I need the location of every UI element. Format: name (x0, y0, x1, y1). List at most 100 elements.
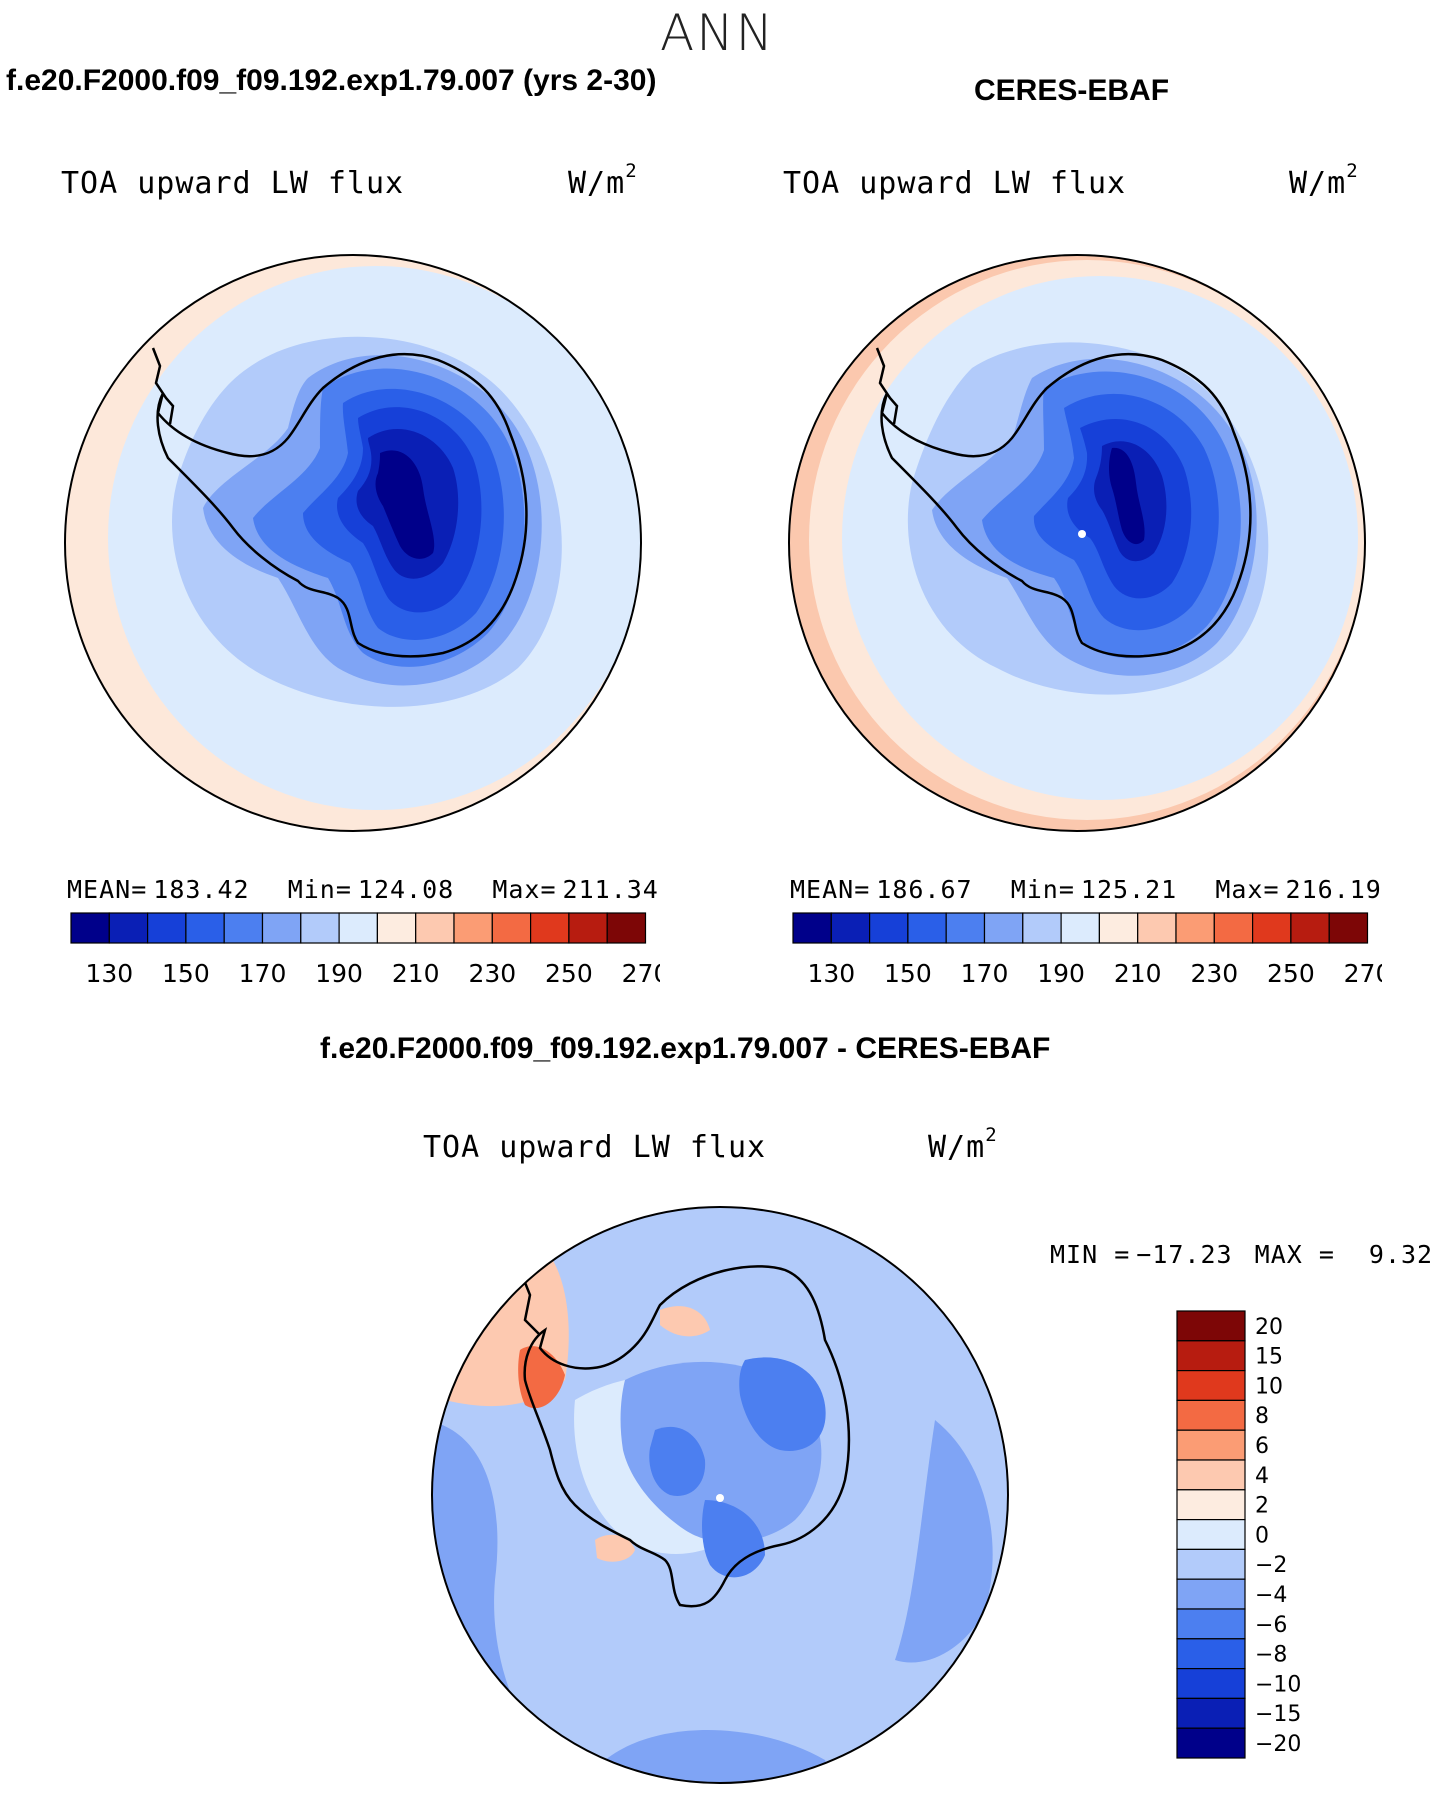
diff-polar-map (431, 1206, 1009, 1784)
test-colorbar: 130 150 170 190 210 230 250 270 (70, 912, 660, 985)
colorbar-tick-label: −20 (1255, 1732, 1301, 1757)
colorbar-tick-label: 190 (315, 959, 363, 985)
colorbar-tick-label: 210 (1114, 959, 1162, 985)
colorbar-tick-label: 230 (468, 959, 516, 985)
obs-case-title: CERES-EBAF (974, 74, 1170, 107)
colorbar-tick-label: −4 (1255, 1583, 1287, 1608)
colorbar-tick-label: 230 (1190, 959, 1238, 985)
colorbar-swatch (146, 912, 187, 944)
peninsula-coastline (875, 347, 899, 425)
diff-units: W/m2 (928, 1124, 998, 1165)
colorbar-tick-label: −2 (1255, 1553, 1287, 1578)
colorbar-swatch (792, 912, 832, 944)
colorbar-swatch (530, 912, 570, 944)
colorbar-tick-label: 2 (1255, 1494, 1269, 1519)
peninsula-coastline (151, 347, 175, 425)
colorbar-tick-label: 250 (1267, 959, 1315, 985)
colorbar-tick-label: −15 (1255, 1702, 1301, 1727)
diff-stats: MIN = −17.23 MAX = 9.32 (1050, 1240, 1434, 1269)
colorbar-tick-label: 210 (392, 959, 440, 985)
colorbar-tick-label: 8 (1255, 1404, 1269, 1429)
colorbar-swatch (907, 912, 947, 944)
test-case-title: f.e20.F2000.f09_f09.192.exp1.79.007 (yrs… (6, 64, 657, 97)
colorbar-swatch (1176, 1399, 1246, 1431)
colorbar-tick-label: 130 (85, 959, 133, 985)
island-mark (158, 312, 164, 318)
diff-peninsula-warm (660, 1306, 710, 1337)
colorbar-swatch (1176, 1697, 1246, 1729)
colorbar-swatch (108, 912, 149, 944)
obs-stats: MEAN= 186.67 Min= 125.21 Max= 216.19 (790, 875, 1382, 904)
colorbar-swatch (983, 912, 1024, 944)
colorbar-tick-label: −8 (1255, 1643, 1287, 1668)
colorbar-swatch (1252, 912, 1292, 944)
colorbar-tick-label: −10 (1255, 1672, 1301, 1697)
pole-dot (1078, 530, 1086, 538)
colorbar-swatch (1176, 1489, 1246, 1521)
map-boundary (431, 1206, 1009, 1784)
colorbar-swatch (1213, 912, 1254, 944)
map-boundary (788, 254, 1366, 832)
colorbar-swatch (491, 912, 532, 944)
colorbar-swatch (185, 912, 225, 944)
diff-ice-warm (595, 1534, 635, 1562)
colorbar-tick-label: 0 (1255, 1523, 1269, 1548)
colorbar-tick-label: 170 (961, 959, 1009, 985)
obs-units: W/m2 (1289, 160, 1359, 201)
colorbar-tick-label: 130 (807, 959, 855, 985)
colorbar-swatch (1176, 1638, 1246, 1670)
diff-case-title: f.e20.F2000.f09_f09.192.exp1.79.007 - CE… (320, 1032, 1051, 1065)
colorbar-swatch (300, 912, 340, 944)
colorbar-swatch (261, 912, 302, 944)
colorbar-swatch (1137, 912, 1177, 944)
colorbar-swatch (606, 912, 647, 944)
test-stats: MEAN= 183.42 Min= 124.08 Max= 211.34 (67, 875, 659, 904)
obs-polar-map (788, 254, 1366, 832)
colorbar-swatch (1176, 1340, 1246, 1372)
colorbar-tick-label: 20 (1255, 1315, 1283, 1340)
colorbar-swatch (1176, 1578, 1246, 1610)
diff-ice-dark-3 (702, 1500, 765, 1578)
map-boundary (64, 254, 642, 832)
colorbar-swatch (1176, 1608, 1246, 1640)
colorbar-tick-label: 150 (884, 959, 932, 985)
colorbar-swatch (1176, 1429, 1246, 1461)
colorbar-swatch (1176, 1519, 1246, 1551)
obs-variable-name: TOA upward LW flux (783, 166, 1127, 201)
colorbar-tick-label: 15 (1255, 1345, 1283, 1370)
ice-level-5 (1109, 447, 1145, 545)
colorbar-swatch (1175, 912, 1215, 944)
island-mark (882, 312, 888, 318)
colorbar-swatch (1290, 912, 1330, 944)
test-polar-map (64, 254, 642, 832)
colorbar-swatch (415, 912, 455, 944)
colorbar-swatch (223, 912, 264, 944)
ice-level-5 (375, 450, 435, 559)
colorbar-swatch (1176, 1668, 1246, 1700)
obs-colorbar: 130 150 170 190 210 230 250 270 (792, 912, 1382, 985)
test-variable-name: TOA upward LW flux (61, 166, 405, 201)
colorbar-swatch (338, 912, 379, 944)
coastline (523, 1265, 851, 1608)
colorbar-tick-label: −6 (1255, 1613, 1287, 1638)
colorbar-swatch (453, 912, 493, 944)
coastline (880, 353, 1252, 658)
season-title: ANN (659, 4, 775, 62)
colorbar-tick-label: 6 (1255, 1434, 1269, 1459)
test-units: W/m2 (568, 160, 638, 201)
diff-ice-dark (739, 1357, 826, 1451)
diff-east-band (895, 1420, 993, 1663)
colorbar-swatch (376, 912, 417, 944)
coastline (156, 353, 528, 658)
colorbar-tick-label: 10 (1255, 1374, 1283, 1399)
colorbar-swatch (1176, 1369, 1246, 1401)
diff-ice-dark-2 (649, 1426, 706, 1496)
colorbar-tick-label: 190 (1037, 959, 1085, 985)
colorbar-swatch (1098, 912, 1139, 944)
colorbar-tick-label: 170 (239, 959, 287, 985)
colorbar-tick-label: 270 (622, 959, 660, 985)
colorbar-swatch (1022, 912, 1062, 944)
colorbar-tick-label: 150 (162, 959, 210, 985)
colorbar-swatch (830, 912, 871, 944)
